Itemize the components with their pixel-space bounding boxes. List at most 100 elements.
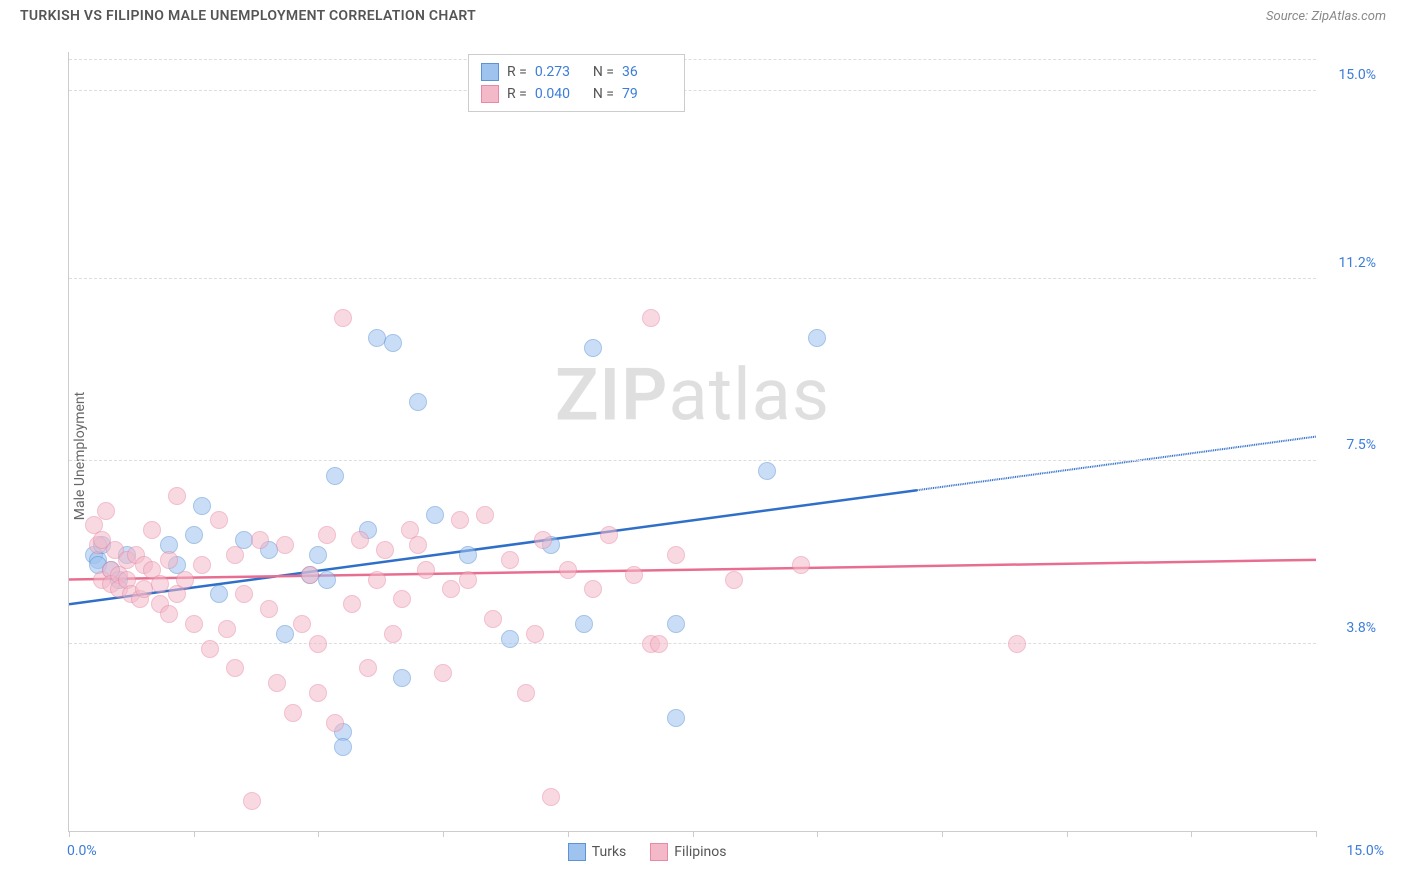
x-tick: [1067, 831, 1068, 837]
scatter-point: [301, 566, 319, 584]
correlation-legend: R =0.273N =36R =0.040N =79: [468, 54, 685, 112]
scatter-point: [384, 625, 402, 643]
scatter-point: [251, 531, 269, 549]
scatter-point: [276, 625, 294, 643]
legend-n-label: N =: [593, 86, 614, 102]
scatter-point: [575, 615, 593, 633]
scatter-point: [517, 684, 535, 702]
scatter-point: [218, 620, 236, 638]
chart-header: TURKISH VS FILIPINO MALE UNEMPLOYMENT CO…: [0, 0, 1406, 28]
scatter-point: [318, 571, 336, 589]
legend-row: R =0.273N =36: [481, 61, 672, 83]
scatter-point: [235, 585, 253, 603]
scatter-point: [442, 580, 460, 598]
x-axis-end-label: 15.0%: [1346, 843, 1384, 859]
scatter-point: [143, 521, 161, 539]
scatter-point: [559, 561, 577, 579]
scatter-point: [343, 595, 361, 613]
scatter-point: [459, 546, 477, 564]
legend-swatch: [568, 843, 586, 861]
scatter-point: [284, 704, 302, 722]
x-tick: [194, 831, 195, 837]
scatter-point: [808, 329, 826, 347]
scatter-point: [97, 502, 115, 520]
scatter-point: [334, 309, 352, 327]
legend-r-label: R =: [507, 86, 527, 102]
scatter-point: [268, 674, 286, 692]
scatter-point: [384, 334, 402, 352]
source-credit: Source: ZipAtlas.com: [1266, 9, 1386, 24]
series-legend-label: Turks: [592, 844, 627, 860]
scatter-point: [584, 580, 602, 598]
scatter-point: [326, 467, 344, 485]
scatter-point: [201, 640, 219, 658]
series-legend-label: Filipinos: [674, 844, 726, 860]
scatter-point: [160, 551, 178, 569]
scatter-point: [459, 571, 477, 589]
scatter-point: [526, 625, 544, 643]
scatter-point: [417, 561, 435, 579]
legend-row: R =0.040N =79: [481, 83, 672, 105]
gridline: [69, 460, 1316, 461]
gridline: [69, 278, 1316, 279]
scatter-point: [484, 610, 502, 628]
scatter-point: [501, 630, 519, 648]
scatter-point: [135, 580, 153, 598]
gridline: [69, 59, 1316, 60]
scatter-point: [334, 738, 352, 756]
legend-n-value: 79: [622, 86, 672, 102]
x-tick: [568, 831, 569, 837]
scatter-point: [359, 659, 377, 677]
x-tick: [1316, 831, 1317, 837]
legend-n-value: 36: [622, 64, 672, 80]
gridline: [69, 643, 1316, 644]
x-tick: [693, 831, 694, 837]
scatter-point: [193, 556, 211, 574]
scatter-point: [409, 536, 427, 554]
x-tick: [69, 831, 70, 837]
scatter-point: [642, 309, 660, 327]
watermark-bold: ZIP: [555, 352, 668, 437]
scatter-point: [426, 506, 444, 524]
legend-r-label: R =: [507, 64, 527, 80]
scatter-point: [309, 684, 327, 702]
scatter-point: [351, 531, 369, 549]
scatter-point: [667, 709, 685, 727]
scatter-point: [451, 511, 469, 529]
x-tick: [942, 831, 943, 837]
series-legend-item: Filipinos: [650, 843, 726, 861]
scatter-point: [293, 615, 311, 633]
x-tick: [318, 831, 319, 837]
scatter-point: [243, 792, 261, 810]
legend-swatch: [481, 85, 499, 103]
scatter-point: [1008, 635, 1026, 653]
scatter-point: [584, 339, 602, 357]
scatter-point: [151, 575, 169, 593]
series-legend: Turks Filipinos: [568, 843, 727, 861]
scatter-point: [650, 635, 668, 653]
scatter-point: [434, 664, 452, 682]
scatter-point: [792, 556, 810, 574]
x-tick: [817, 831, 818, 837]
y-tick-label: 15.0%: [1338, 67, 1376, 83]
series-legend-item: Turks: [568, 843, 627, 861]
scatter-point: [501, 551, 519, 569]
scatter-point: [368, 329, 386, 347]
scatter-point: [667, 615, 685, 633]
legend-r-value: 0.273: [535, 64, 585, 80]
scatter-point: [226, 659, 244, 677]
scatter-point: [534, 531, 552, 549]
y-tick-label: 7.5%: [1346, 437, 1376, 453]
scatter-point: [168, 487, 186, 505]
x-tick: [1191, 831, 1192, 837]
scatter-point: [318, 526, 336, 544]
y-tick-label: 11.2%: [1338, 255, 1376, 271]
scatter-point: [376, 541, 394, 559]
source-prefix: Source:: [1266, 9, 1311, 24]
scatter-point: [185, 526, 203, 544]
scatter-point: [260, 600, 278, 618]
trend-lines: [69, 52, 1316, 831]
scatter-point: [210, 511, 228, 529]
scatter-point: [393, 590, 411, 608]
legend-swatch: [481, 63, 499, 81]
